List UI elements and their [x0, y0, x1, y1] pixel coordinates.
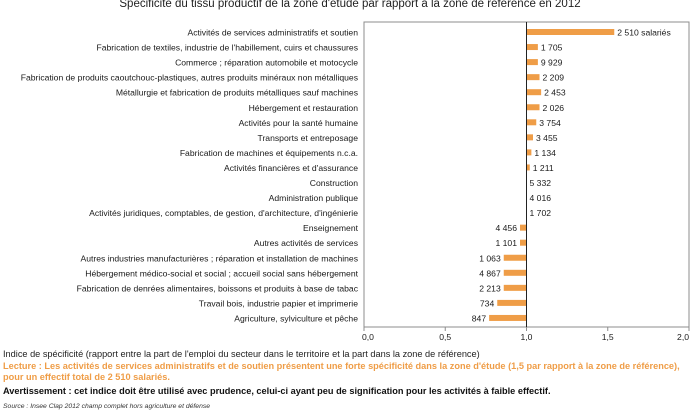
category-labels: Activités de services administratifs et … [21, 28, 359, 324]
data-label: 734 [480, 298, 495, 308]
data-label: 5 332 [530, 178, 552, 188]
data-label: 1 702 [530, 208, 552, 218]
bar [503, 284, 527, 291]
bar [526, 89, 542, 96]
category-label: Activités pour la santé humaine [239, 118, 359, 128]
bar [503, 269, 527, 276]
bar [489, 314, 527, 321]
x-tick-label: 0,0 [362, 332, 374, 342]
category-label: Construction [310, 178, 358, 188]
reading-note: Lecture : Les activités de services admi… [3, 361, 680, 382]
bars [489, 29, 615, 321]
bar [526, 119, 537, 126]
data-label: 1 101 [495, 238, 517, 248]
bar [497, 299, 527, 306]
data-label: 3 754 [539, 118, 561, 128]
data-label: 847 [472, 313, 487, 323]
data-label: 4 016 [530, 193, 552, 203]
category-label: Fabrication de produits caoutchouc-plast… [21, 73, 358, 83]
data-label: 1 211 [533, 163, 554, 173]
category-label: Agriculture, sylviculture et pêche [234, 313, 358, 323]
data-label: 1 134 [534, 148, 556, 158]
data-label: 2 209 [543, 73, 565, 83]
data-label: 2 026 [543, 103, 565, 113]
x-tick-label: 1,5 [602, 332, 614, 342]
x-tick-label: 1,0 [521, 332, 533, 342]
category-label: Métallurgie et fabrication de produits m… [116, 88, 358, 98]
data-label: 2 510 salariés [617, 28, 671, 38]
bar-chart: Activités de services administratifs et … [21, 21, 690, 342]
x-tick-label: 2,0 [677, 332, 689, 342]
category-label: Activités financières et d'assurance [224, 163, 358, 173]
category-label: Transports et entreposage [258, 133, 359, 143]
category-label: Fabrication de textiles, industrie de l'… [97, 43, 359, 53]
bar [526, 74, 540, 81]
data-label: 1 063 [479, 253, 501, 263]
data-label: 2 453 [544, 88, 566, 98]
bar [526, 29, 615, 35]
category-label: Hébergement et restauration [249, 103, 359, 113]
category-label: Fabrication de denrées alimentaires, boi… [77, 283, 359, 293]
warning-note: Avertissement : cet indice doit être uti… [3, 386, 551, 396]
bar [526, 134, 533, 141]
axis-note: Indice de spécificité (rapport entre la … [3, 349, 480, 359]
bar [526, 164, 530, 171]
source-note: Source : Insee Clap 2012 champ complet h… [3, 403, 211, 410]
data-label: 3 455 [536, 133, 558, 143]
category-label: Hébergement médico-social et social ; ac… [85, 268, 358, 278]
bar [526, 149, 532, 156]
bar [520, 239, 527, 246]
category-label: Autres industries manufacturières ; répa… [80, 253, 358, 263]
x-tick-label: 0,5 [439, 332, 451, 342]
bar [526, 104, 540, 111]
category-label: Enseignement [303, 223, 359, 233]
data-label: 1 705 [541, 43, 563, 53]
category-label: Activités de services administratifs et … [187, 28, 358, 38]
category-label: Travail bois, industrie papier et imprim… [199, 298, 358, 308]
category-label: Commerce ; réparation automobile et moto… [175, 58, 358, 68]
data-label: 9 929 [541, 58, 563, 68]
chart-title: Spécificité du tissu productif de la zon… [119, 0, 581, 10]
bar [520, 224, 527, 231]
data-label: 4 456 [495, 223, 517, 233]
data-label: 2 213 [479, 283, 501, 293]
data-label: 4 867 [479, 268, 501, 278]
bar [503, 254, 527, 261]
category-label: Fabrication de machines et équipements n… [180, 148, 358, 158]
x-axis: 0,0 0,5 1,0 1,5 2,0 [362, 327, 690, 342]
bar [526, 44, 538, 51]
data-labels: 2 510 salariés 1 705 9 929 2 209 2 453 2 026 3… [472, 28, 671, 324]
category-label: Activités juridiques, comptables, de ges… [89, 208, 358, 218]
category-label: Autres activités de services [254, 238, 358, 248]
category-label: Administration publique [269, 193, 359, 203]
bar [526, 59, 538, 66]
